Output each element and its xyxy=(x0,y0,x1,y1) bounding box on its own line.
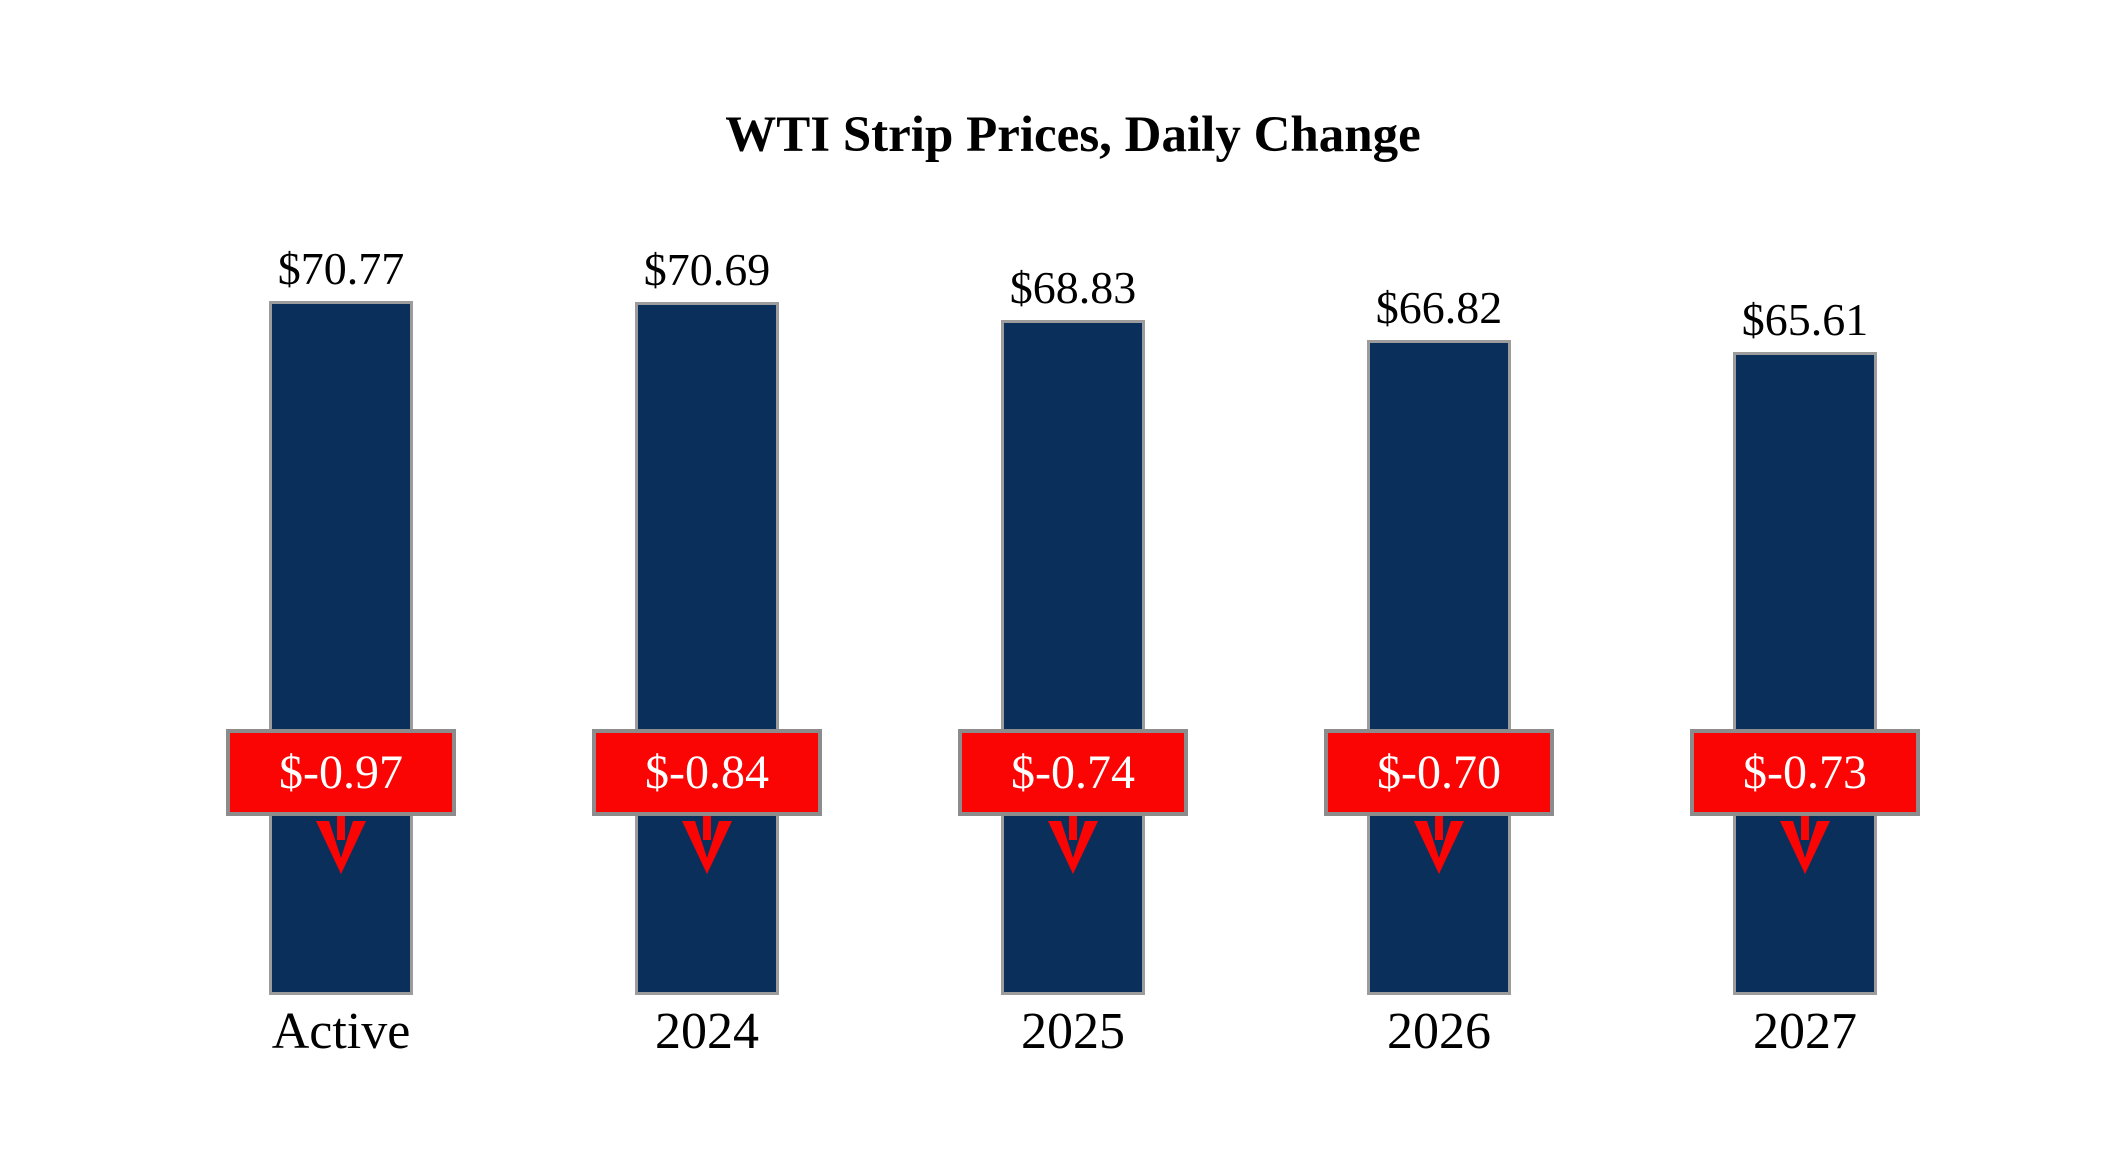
category-label: 2027 xyxy=(1753,1003,1857,1060)
bar-group-active: $70.77 $-0.97 Active xyxy=(226,0,456,1152)
daily-change-box: $-0.74 xyxy=(958,729,1188,816)
price-bar xyxy=(635,302,779,995)
down-arrow-icon xyxy=(682,816,732,874)
price-label: $65.61 xyxy=(1741,294,1869,345)
down-arrow-icon xyxy=(1780,816,1830,874)
price-label: $66.82 xyxy=(1375,282,1503,333)
daily-change-box: $-0.84 xyxy=(592,729,822,816)
category-label: 2025 xyxy=(1021,1003,1125,1060)
daily-change-value: $-0.70 xyxy=(1377,746,1501,799)
category-label: Active xyxy=(271,1003,411,1060)
price-bar xyxy=(1733,352,1877,995)
daily-change-box: $-0.97 xyxy=(226,729,456,816)
price-label: $68.83 xyxy=(1009,262,1137,313)
price-label: $70.77 xyxy=(277,243,405,294)
category-label: 2026 xyxy=(1387,1003,1491,1060)
chart-title: WTI Strip Prices, Daily Change xyxy=(725,107,1421,163)
bar-group-2027: $65.61 $-0.73 2027 xyxy=(1690,0,1920,1152)
price-label: $70.69 xyxy=(643,244,771,295)
daily-change-value: $-0.97 xyxy=(279,746,403,799)
daily-change-value: $-0.84 xyxy=(645,746,769,799)
down-arrow-icon xyxy=(1048,816,1098,874)
bar-group-2024: $70.69 $-0.84 2024 xyxy=(592,0,822,1152)
down-arrow-icon xyxy=(316,816,366,874)
daily-change-box: $-0.73 xyxy=(1690,729,1920,816)
bar-group-2026: $66.82 $-0.70 2026 xyxy=(1324,0,1554,1152)
price-bar xyxy=(269,301,413,995)
category-label: 2024 xyxy=(655,1003,759,1060)
price-bar xyxy=(1367,340,1511,995)
daily-change-value: $-0.74 xyxy=(1011,746,1135,799)
daily-change-value: $-0.73 xyxy=(1743,746,1867,799)
down-arrow-icon xyxy=(1414,816,1464,874)
price-bar xyxy=(1001,320,1145,995)
daily-change-box: $-0.70 xyxy=(1324,729,1554,816)
bar-group-2025: $68.83 $-0.74 2025 xyxy=(958,0,1188,1152)
